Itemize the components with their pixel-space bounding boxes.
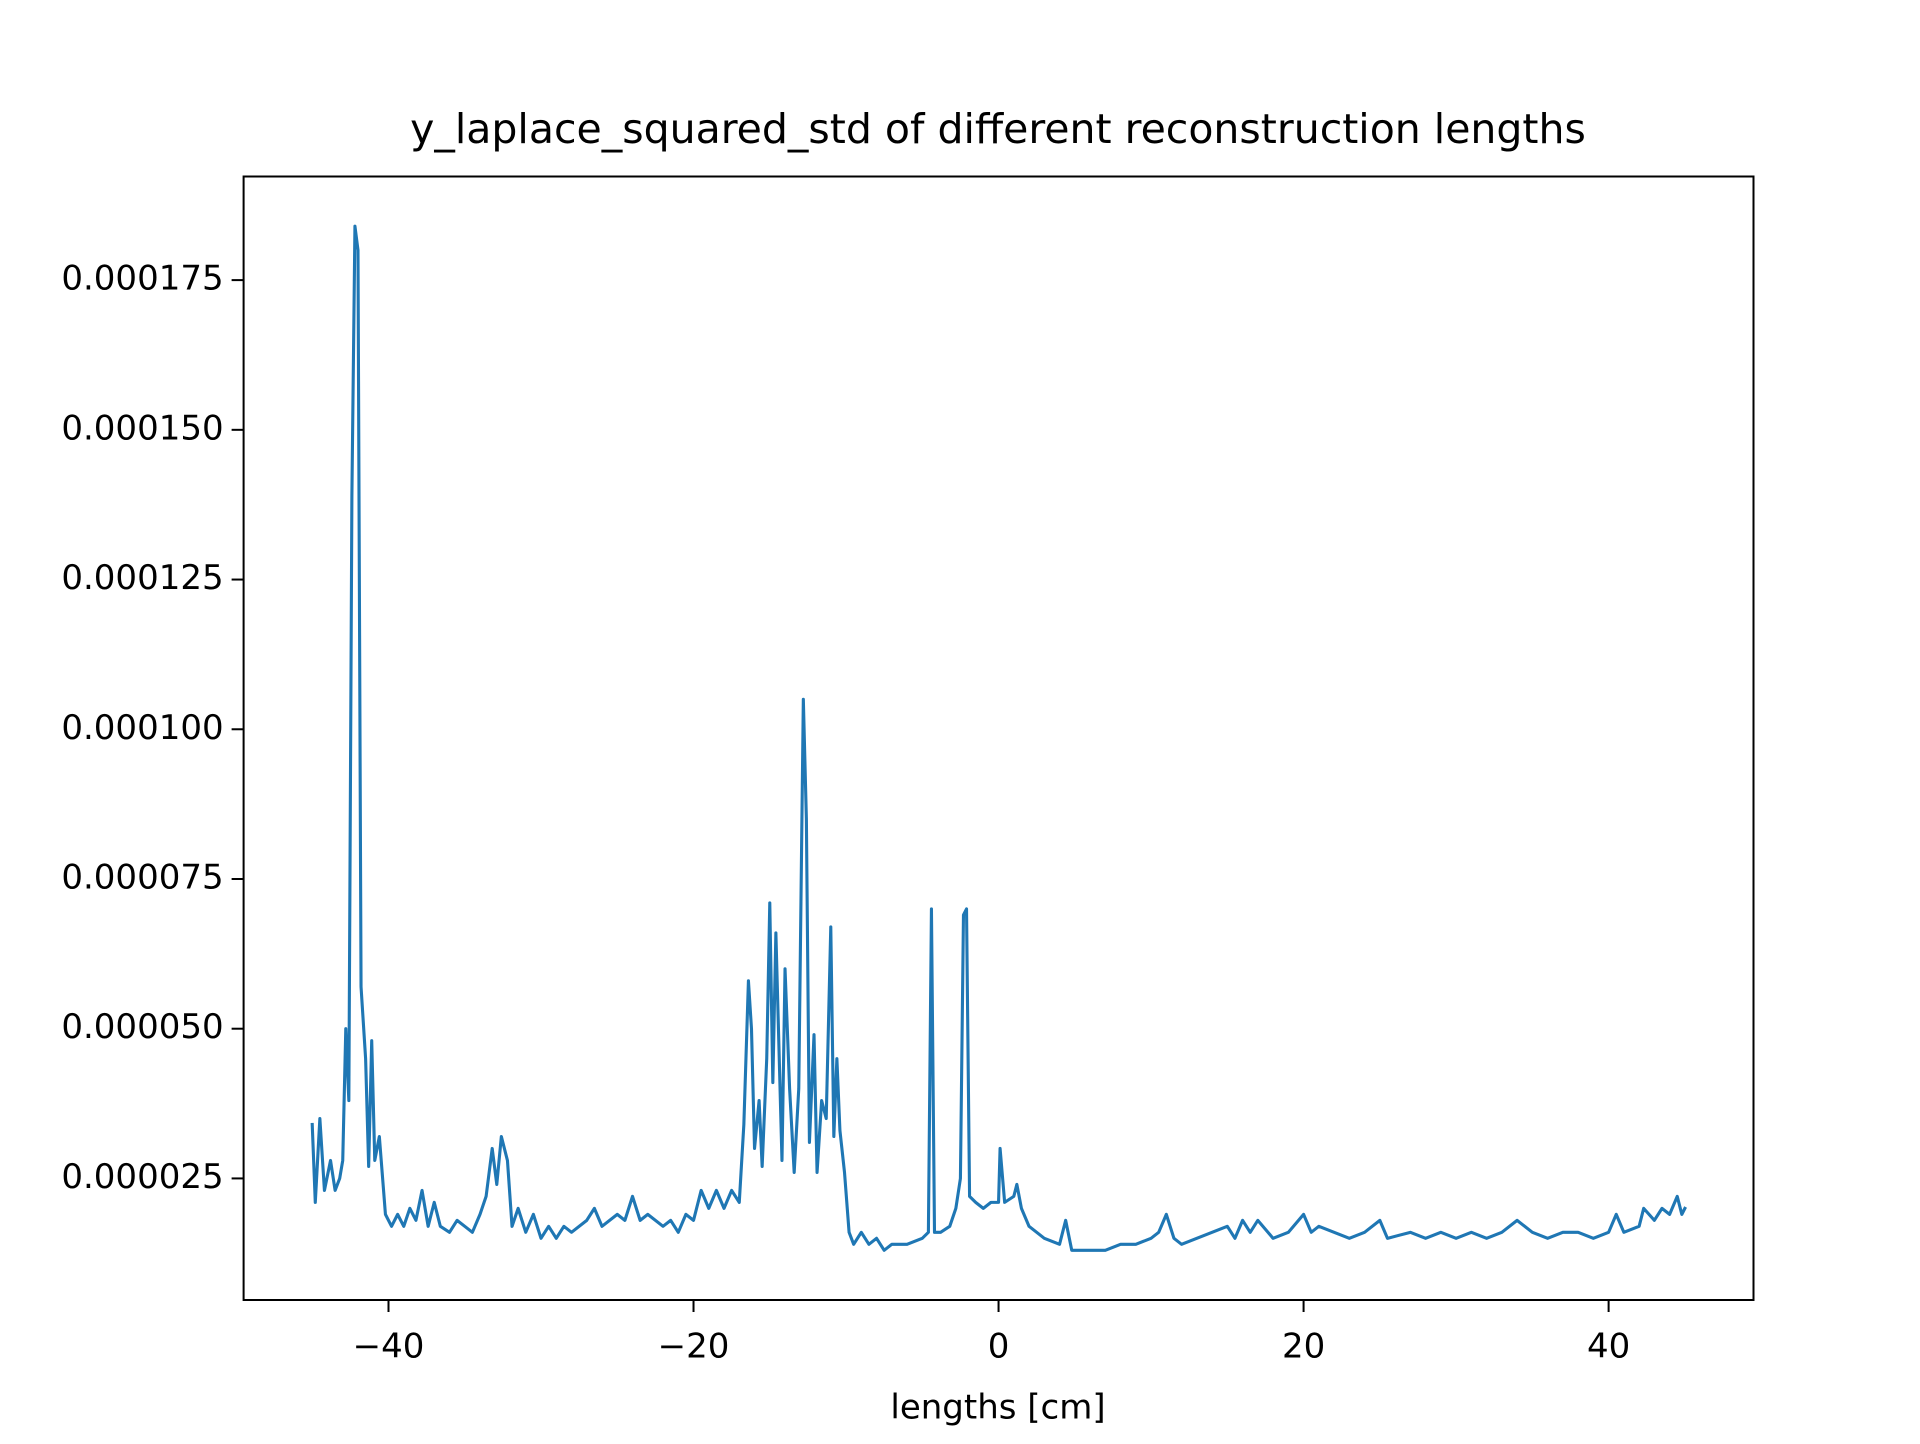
data-line [310,224,1687,1252]
y-tick-label: 0.000150 [61,408,223,448]
y-tick-label: 0.000025 [61,1157,223,1197]
x-tick-label: 0 [988,1327,1010,1367]
y-tick-label: 0.000050 [61,1007,223,1047]
y-tick-label: 0.000100 [61,708,223,748]
y-tick-label: 0.000175 [61,259,223,299]
x-tick-label: 40 [1587,1327,1630,1367]
x-tick-label: −40 [353,1327,425,1367]
y-tick-label: 0.000125 [61,558,223,598]
x-tick-label: 20 [1282,1327,1325,1367]
x-axis-label: lengths [cm] [890,1388,1105,1428]
plot-frame [242,175,1755,1301]
chart-title: y_laplace_squared_std of different recon… [410,105,1586,153]
y-tick-label: 0.000075 [61,857,223,897]
x-tick-label: −20 [658,1327,730,1367]
